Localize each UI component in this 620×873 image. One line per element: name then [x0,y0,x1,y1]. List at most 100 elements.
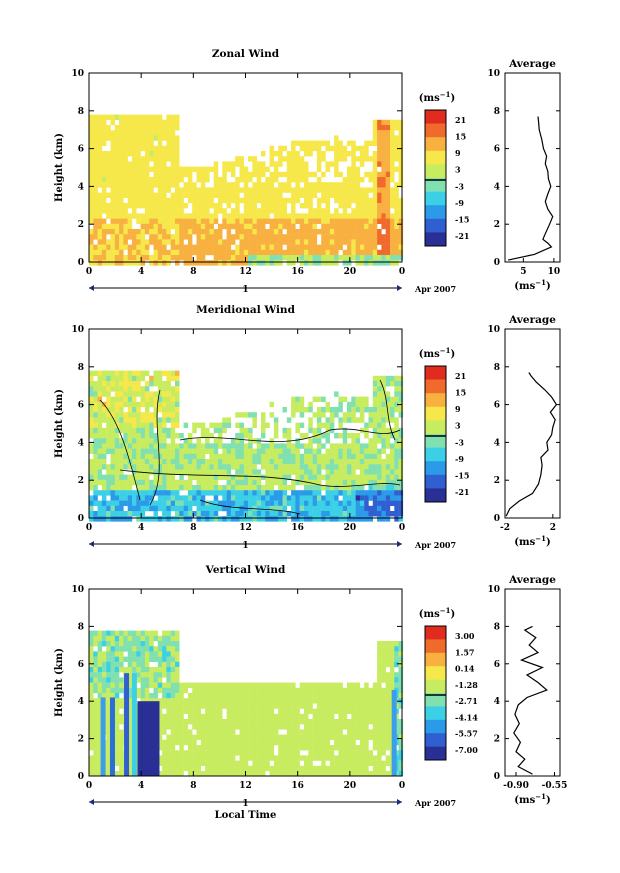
field-cell [230,479,236,486]
field-cell [119,234,124,240]
field-cell [140,239,146,245]
field-cell [390,485,395,491]
field-cell [235,260,240,266]
field-cell [226,755,232,761]
field-cell [153,182,158,188]
field-cell [123,412,128,418]
field-cell [222,469,227,475]
field-cell [377,765,382,772]
field-cell [205,229,210,235]
field-cell [381,459,386,465]
field-cell [278,453,283,460]
field-cell [342,427,348,434]
field-cell [140,453,146,460]
field-cell [140,661,146,668]
field-cell [243,760,249,766]
field-cell [205,703,210,709]
field-cell [97,239,103,245]
field-cell [304,713,309,720]
field-cell [132,433,137,439]
field-cell [123,375,128,382]
field-cell [359,177,365,183]
field-cell [123,396,128,402]
field-cell [261,187,266,193]
field-cell [316,713,322,720]
field-cell [381,433,386,439]
field-cell [140,391,146,397]
field-cell [89,495,94,501]
field-cell [252,412,257,418]
field-cell [166,187,171,193]
field-cell [213,687,219,694]
field-cell [325,511,330,517]
field-cell [153,135,158,141]
field-cell [183,187,189,193]
field-cell [239,412,244,418]
field-cell [261,765,266,772]
field-cell [299,713,305,720]
colorbar-segment [425,693,446,707]
field-cell [144,370,150,376]
field-cell [213,177,219,183]
field-cell [364,218,369,224]
field-cell [140,135,146,141]
field-cell [334,156,339,162]
field-cell [372,187,378,193]
field-cell [308,495,313,501]
field-cell [347,412,352,418]
field-cell [355,500,361,506]
field-cell [114,635,120,642]
field-cell [226,771,232,777]
field-cell [359,203,365,209]
field-cell [321,771,326,777]
field-cell [153,646,158,652]
field-cell [329,516,335,522]
field-cell [226,703,232,709]
field-cell [273,229,279,235]
field-cell [278,197,283,204]
field-cell [157,197,163,204]
field-cell [175,724,180,730]
field-cell [106,755,111,761]
field-cell [179,760,184,766]
field-cell [377,677,382,683]
field-cell [342,156,348,162]
field-cell [364,396,369,402]
field-cell [89,677,94,683]
field-cell [187,516,193,522]
field-cell [372,417,378,423]
field-cell [153,453,158,460]
field-cell [140,682,146,688]
field-cell [372,177,378,183]
field-cell [269,719,275,725]
field-cell [398,453,404,460]
field-cell [123,448,128,454]
field-cell [132,208,137,214]
field-cell [269,249,275,256]
field-cell [230,698,236,704]
field-cell [338,239,343,245]
field-cell [127,401,133,408]
field-cell [89,156,94,162]
field-cell [347,166,352,172]
field-cell [93,459,98,465]
field-cell [377,646,382,652]
field-cell [166,433,171,439]
field-cell [187,464,193,470]
field-cell [226,490,232,496]
field-cell [278,187,283,193]
field-cell [200,479,206,486]
field-cell [97,119,103,126]
field-cell [213,771,219,777]
field-cell [312,171,318,178]
field-cell [252,459,257,465]
field-cell [377,448,382,454]
field-cell [347,192,352,198]
field-cell [243,724,249,730]
field-cell [127,135,133,141]
field-cell [351,693,356,699]
field-cell [162,646,167,652]
field-cell [162,187,167,193]
field-cell [252,255,257,261]
field-cell [205,239,210,245]
